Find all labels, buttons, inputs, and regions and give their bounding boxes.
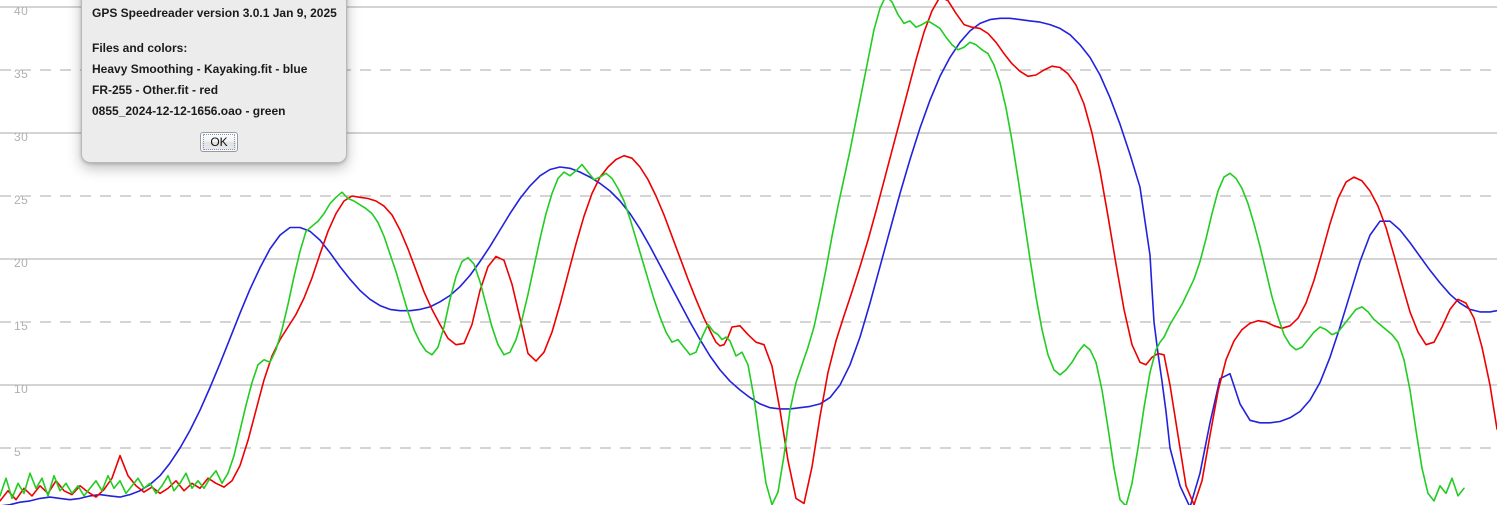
about-dialog-content: GPS Speedreader version 3.0.1 Jan 9, 202… [82, 0, 346, 152]
series-line-green [0, 0, 1465, 505]
about-dialog: GPS Speedreader version 3.0.1 Jan 9, 202… [81, 0, 347, 163]
about-dialog-title: GPS Speedreader version 3.0.1 Jan 9, 202… [92, 6, 337, 20]
file-color-line-green: 0855_2024-12-12-1656.oao - green [92, 104, 286, 118]
dialog-button-row: OK [92, 132, 346, 152]
series-line-blue [1, 17, 1497, 505]
ok-button[interactable]: OK [200, 132, 238, 152]
file-color-line-blue: Heavy Smoothing - Kayaking.fit - blue [92, 62, 308, 76]
file-color-line-red: FR-255 - Other.fit - red [92, 83, 219, 97]
files-and-colors-heading: Files and colors: [92, 41, 188, 55]
